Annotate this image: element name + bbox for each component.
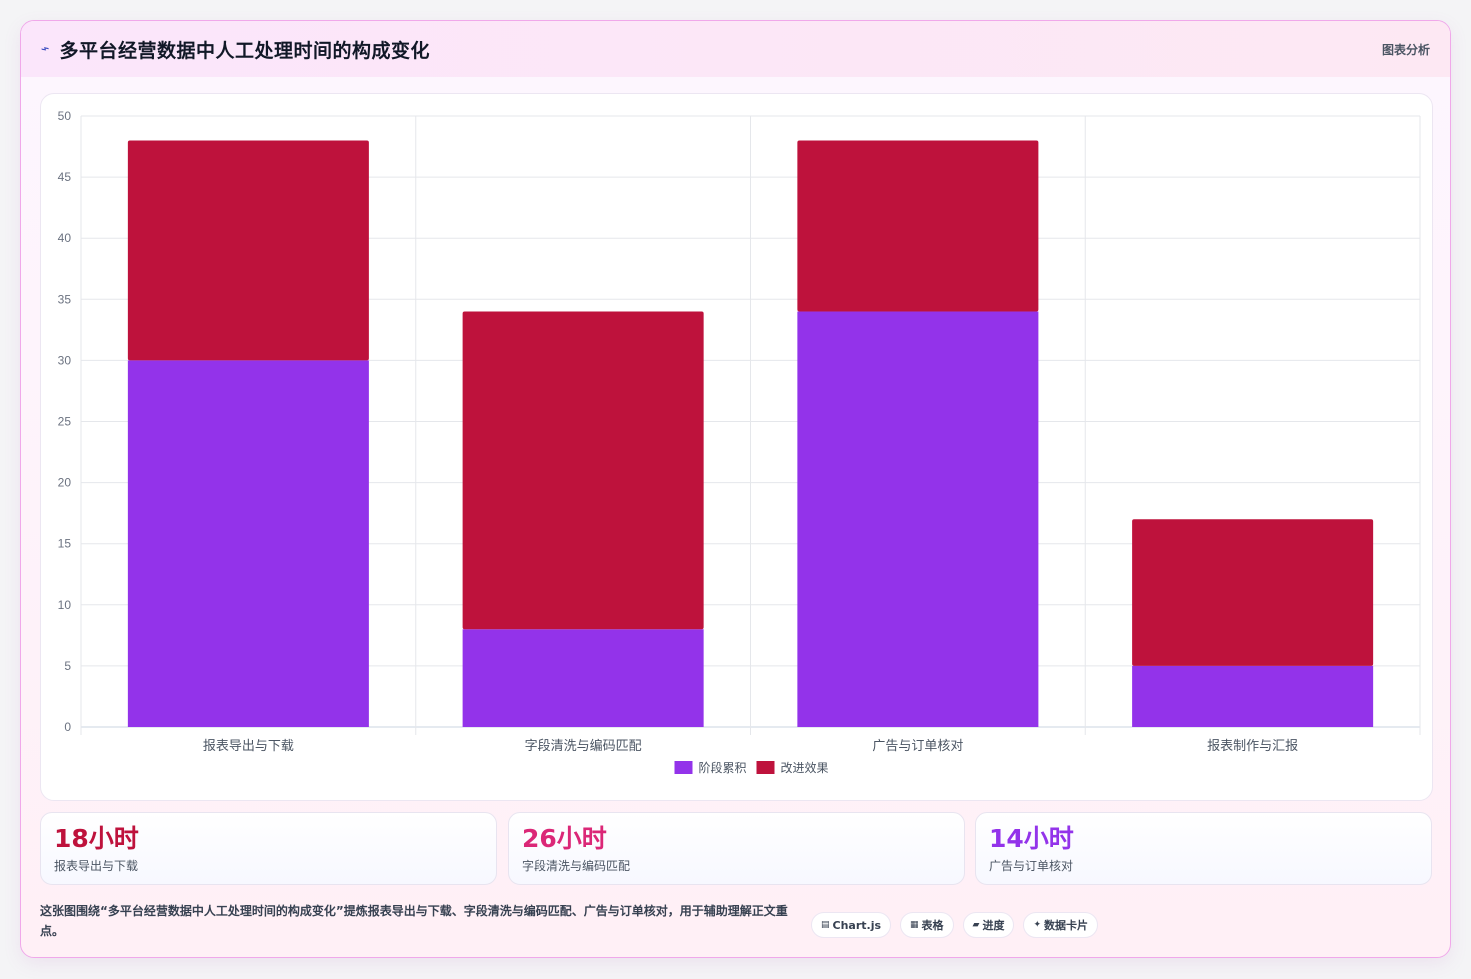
chart-title: 多平台经营数据中人工处理时间的构成变化 bbox=[59, 39, 430, 62]
kpi-card-1: 26小时 字段清洗与编码匹配 bbox=[508, 812, 965, 885]
chip-data-card[interactable]: ✦ 数据卡片 bbox=[1023, 912, 1099, 938]
y-tick-label: 20 bbox=[58, 476, 72, 490]
chip-label: 表格 bbox=[921, 919, 944, 932]
kpi-label-0: 报表导出与下载 bbox=[54, 859, 139, 873]
stacked-bar-chart: 0 5 10 15 20 25 30 35 40 45 50 报表导出与下载 字段清洗与编码匹配 广告与订… bbox=[58, 109, 1421, 775]
x-tick-label: 报表导出与下载 bbox=[203, 739, 294, 754]
y-tick-label: 15 bbox=[58, 537, 72, 551]
y-tick-label: 40 bbox=[58, 231, 72, 245]
progress-icon: ▰ bbox=[972, 920, 980, 930]
bar-1-2 bbox=[797, 140, 1039, 312]
x-tick-label: 报表制作与汇报 bbox=[1207, 739, 1298, 754]
kpi-label-2: 广告与订单核对 bbox=[989, 859, 1074, 873]
kpi-value-2: 14小时 bbox=[989, 824, 1074, 853]
chart-card: ⌁ 多平台经营数据中人工处理时间的构成变化 图表分析 0 5 10 15 20 25 30 3… bbox=[20, 20, 1451, 958]
kpi-label-1: 字段清洗与编码匹配 bbox=[522, 859, 631, 873]
legend-label-1: 改进效果 bbox=[781, 760, 829, 775]
y-tick-label: 5 bbox=[64, 659, 71, 673]
legend-swatch-1 bbox=[756, 761, 775, 774]
legend-swatch-0 bbox=[674, 761, 693, 774]
chart-panel: 0 5 10 15 20 25 30 35 40 45 50 报表导出与下载 字段清洗与编码匹配 广告与订… bbox=[40, 93, 1433, 801]
chip-label: 进度 bbox=[982, 919, 1005, 932]
bar-1-1 bbox=[462, 311, 704, 630]
y-tick-label: 10 bbox=[58, 598, 72, 612]
chart-icon: ▤ bbox=[821, 920, 830, 930]
tech-chips: ▤ Chart.js ▦ 表格 ▰ 进度 ✦ 数据卡片 bbox=[811, 912, 1099, 938]
legend-label-0: 阶段累积 bbox=[699, 760, 747, 775]
table-icon: ▦ bbox=[910, 920, 919, 930]
kpi-value-1: 26小时 bbox=[522, 824, 607, 853]
kpi-card-2: 14小时 广告与订单核对 bbox=[975, 812, 1432, 885]
chip-table[interactable]: ▦ 表格 bbox=[900, 912, 954, 938]
x-tick-label: 字段清洗与编码匹配 bbox=[525, 739, 642, 754]
bar-0-0 bbox=[127, 360, 369, 727]
y-tick-label: 35 bbox=[58, 292, 72, 306]
y-tick-label: 30 bbox=[58, 353, 72, 367]
chip-chartjs[interactable]: ▤ Chart.js bbox=[811, 912, 892, 938]
y-tick-label: 50 bbox=[58, 109, 72, 123]
bar-0-2 bbox=[797, 311, 1039, 727]
chip-progress[interactable]: ▰ 进度 bbox=[962, 912, 1015, 938]
bar-1-0 bbox=[127, 140, 369, 361]
chart-description: 这张图围绕“多平台经营数据中人工处理时间的构成变化”提炼报表导出与下载、字段清洗… bbox=[40, 904, 788, 938]
bar-0-1 bbox=[462, 629, 704, 727]
chart-analysis-badge: 图表分析 bbox=[1381, 42, 1430, 57]
kpi-value-0: 18小时 bbox=[54, 824, 139, 853]
bar-1-3 bbox=[1132, 519, 1374, 666]
x-tick-label: 广告与订单核对 bbox=[872, 739, 963, 754]
y-tick-label: 25 bbox=[58, 415, 72, 429]
bar-0-3 bbox=[1132, 665, 1374, 727]
kpi-card-0: 18小时 报表导出与下载 bbox=[40, 812, 497, 885]
chip-label: Chart.js bbox=[832, 918, 882, 932]
card-header: ⌁ 多平台经营数据中人工处理时间的构成变化 图表分析 bbox=[21, 21, 1450, 77]
trend-icon: ⌁ bbox=[38, 40, 52, 58]
sparkle-icon: ✦ bbox=[1033, 920, 1042, 930]
y-tick-label: 0 bbox=[64, 720, 71, 734]
chip-label: 数据卡片 bbox=[1044, 919, 1089, 932]
y-tick-label: 45 bbox=[58, 170, 72, 184]
